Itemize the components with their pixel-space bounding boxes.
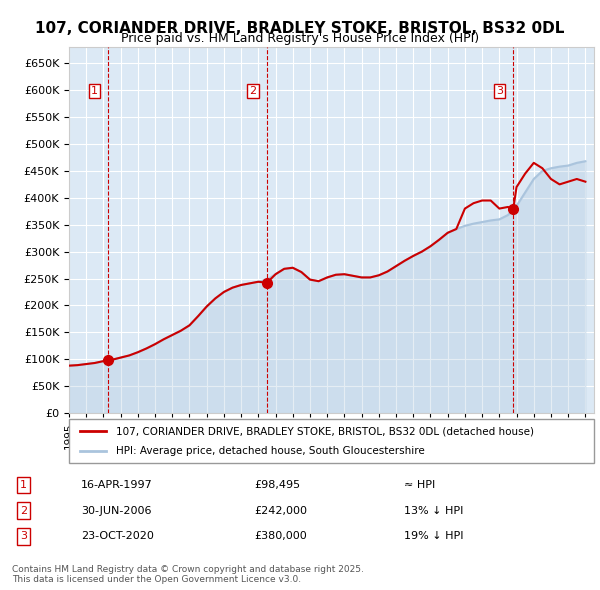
Text: HPI: Average price, detached house, South Gloucestershire: HPI: Average price, detached house, Sout… [116, 446, 425, 455]
Text: 2: 2 [20, 506, 27, 516]
Text: £98,495: £98,495 [254, 480, 300, 490]
Text: 23-OCT-2020: 23-OCT-2020 [81, 531, 154, 541]
Text: 1: 1 [91, 86, 98, 96]
Text: 107, CORIANDER DRIVE, BRADLEY STOKE, BRISTOL, BS32 0DL (detached house): 107, CORIANDER DRIVE, BRADLEY STOKE, BRI… [116, 427, 534, 436]
Text: Price paid vs. HM Land Registry's House Price Index (HPI): Price paid vs. HM Land Registry's House … [121, 32, 479, 45]
Text: Contains HM Land Registry data © Crown copyright and database right 2025.
This d: Contains HM Land Registry data © Crown c… [12, 565, 364, 584]
Text: 16-APR-1997: 16-APR-1997 [81, 480, 153, 490]
Text: 107, CORIANDER DRIVE, BRADLEY STOKE, BRISTOL, BS32 0DL: 107, CORIANDER DRIVE, BRADLEY STOKE, BRI… [35, 21, 565, 35]
Text: ≈ HPI: ≈ HPI [404, 480, 435, 490]
Text: £380,000: £380,000 [254, 531, 307, 541]
Text: 2: 2 [250, 86, 257, 96]
Text: 3: 3 [20, 531, 27, 541]
FancyBboxPatch shape [69, 419, 594, 463]
Text: 13% ↓ HPI: 13% ↓ HPI [404, 506, 463, 516]
Text: £242,000: £242,000 [254, 506, 307, 516]
Text: 3: 3 [496, 86, 503, 96]
Text: 30-JUN-2006: 30-JUN-2006 [81, 506, 152, 516]
Text: 19% ↓ HPI: 19% ↓ HPI [404, 531, 463, 541]
Text: 1: 1 [20, 480, 27, 490]
